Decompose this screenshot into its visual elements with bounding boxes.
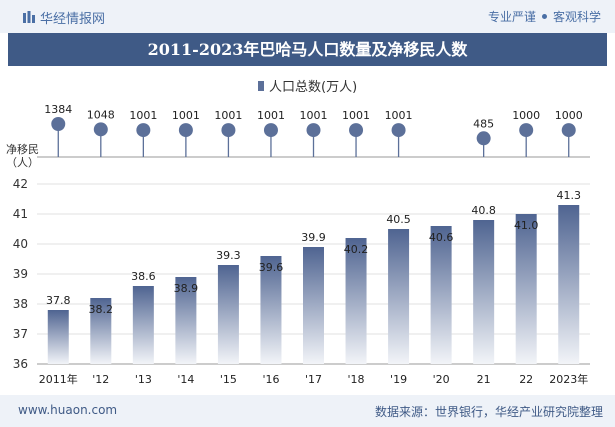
tag-objective: 客观科学 — [552, 10, 601, 24]
top-banner: 华经情报网 专业严谨 客观科学 — [0, 0, 615, 33]
net-migration-dot — [178, 123, 193, 138]
net-migration-dot — [51, 117, 66, 131]
net-migration-dot — [561, 123, 576, 138]
y-tick-label: 40 — [13, 237, 28, 251]
net-migration-label: 1001 — [342, 109, 370, 122]
brand: 华经情报网 — [22, 8, 105, 27]
y-tick-label: 38 — [13, 297, 28, 311]
population-bar — [345, 238, 367, 364]
net-migration-label: 485 — [473, 117, 494, 130]
population-bar — [260, 256, 282, 364]
net-migration-dot — [349, 123, 364, 138]
separator-dot-icon — [541, 14, 547, 19]
population-bar — [388, 229, 410, 364]
net-migration-label: 1001 — [214, 109, 242, 122]
x-tick-label: 21 — [477, 373, 491, 386]
net-migration-axis-title-line: 净移民 — [6, 143, 39, 156]
net-migration-label: 1001 — [129, 109, 157, 122]
net-migration-axis-title-line: （人） — [6, 156, 39, 169]
legend: 人口总数(万人) — [258, 76, 357, 95]
x-tick-label: '20 — [433, 373, 450, 386]
tag-professional: 专业严谨 — [487, 10, 536, 24]
net-migration-dot — [136, 123, 151, 138]
y-tick-label: 41 — [13, 207, 28, 221]
net-migration-dot — [476, 131, 491, 146]
net-migration-label: 1001 — [172, 109, 200, 122]
population-bar — [175, 277, 197, 364]
net-migration-label: 1001 — [257, 109, 285, 122]
net-migration-dot — [93, 122, 108, 137]
population-bar — [558, 205, 580, 364]
y-tick-label: 36 — [13, 357, 28, 371]
legend-swatch-icon — [258, 80, 264, 91]
x-tick-label: '16 — [262, 373, 279, 386]
population-value-label: 37.8 — [46, 294, 71, 307]
y-tick-label: 42 — [13, 177, 28, 191]
legend-label: 人口总数(万人) — [269, 80, 358, 95]
net-migration-label: 1000 — [555, 109, 583, 122]
net-migration-dot — [221, 123, 236, 138]
x-tick-label: '18 — [348, 373, 365, 386]
population-bar — [473, 220, 495, 364]
net-migration-label: 1001 — [385, 109, 413, 122]
x-tick-label: '19 — [390, 373, 407, 386]
net-migration-dot — [263, 123, 278, 138]
population-bar — [47, 310, 69, 364]
data-source: 数据来源：世界银行，华经产业研究院整理 — [374, 405, 603, 419]
population-value-label: 38.6 — [131, 270, 156, 283]
x-tick-label: '14 — [177, 373, 194, 386]
footer: www.huaon.com 数据来源：世界银行，华经产业研究院整理 — [0, 395, 615, 427]
population-value-label: 38.2 — [89, 303, 114, 316]
population-value-label: 41.3 — [556, 189, 581, 202]
population-value-label: 41.0 — [514, 219, 539, 232]
population-bar — [90, 298, 112, 364]
net-migration-label: 1001 — [300, 109, 328, 122]
chart-title: 2011-2023年巴哈马人口数量及净移民人数 — [8, 33, 607, 66]
population-value-label: 38.9 — [174, 282, 199, 295]
x-tick-label: '13 — [135, 373, 152, 386]
population-value-label: 39.9 — [301, 231, 326, 244]
population-value-label: 40.6 — [429, 231, 454, 244]
population-value-label: 40.8 — [471, 204, 496, 217]
x-tick-label: '15 — [220, 373, 237, 386]
net-migration-dot — [306, 123, 321, 138]
population-bar — [303, 247, 324, 364]
brand-logo-icon — [23, 10, 35, 23]
brand-name: 华经情报网 — [40, 12, 106, 27]
y-tick-label: 37 — [13, 327, 28, 341]
net-migration-label: 1048 — [87, 108, 115, 121]
population-value-label: 39.3 — [216, 249, 241, 262]
population-value-label: 40.5 — [386, 213, 411, 226]
y-tick-label: 39 — [13, 267, 28, 281]
net-migration-dot — [391, 123, 406, 138]
x-tick-label: '17 — [305, 373, 322, 386]
population-value-label: 39.6 — [259, 261, 284, 274]
x-tick-label: '12 — [92, 373, 109, 386]
population-bar — [132, 286, 154, 364]
header-tags: 专业严谨 客观科学 — [488, 8, 601, 25]
population-value-label: 40.2 — [344, 243, 369, 256]
population-bar — [217, 265, 239, 364]
x-tick-label: 2011年 — [39, 372, 78, 386]
net-migration-dot — [519, 123, 534, 138]
net-migration-label: 1000 — [512, 109, 540, 122]
site-link[interactable]: www.huaon.com — [18, 403, 118, 417]
net-migration-axis-title: 净移民 （人） — [6, 143, 39, 169]
population-bar — [515, 214, 537, 364]
x-tick-label: 2023年 — [549, 372, 588, 386]
population-bar — [430, 226, 452, 364]
x-tick-label: 22 — [519, 373, 533, 386]
net-migration-label: 1384 — [44, 103, 72, 116]
